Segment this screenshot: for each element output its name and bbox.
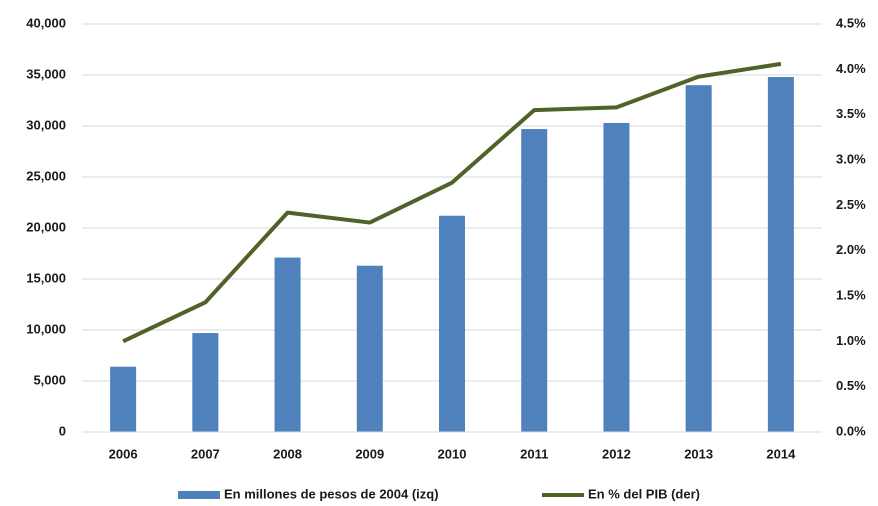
y2-tick-label: 3.0% bbox=[836, 151, 866, 166]
legend-label: En % del PIB (der) bbox=[588, 486, 700, 501]
y-tick-label: 20,000 bbox=[26, 219, 66, 234]
y-tick-label: 0 bbox=[59, 423, 66, 438]
y2-tick-label: 0.0% bbox=[836, 423, 866, 438]
x-tick-label: 2013 bbox=[684, 446, 713, 461]
legend-label: En millones de pesos de 2004 (izq) bbox=[224, 486, 439, 501]
x-tick-label: 2010 bbox=[438, 446, 467, 461]
y2-tick-label: 4.0% bbox=[836, 61, 866, 76]
x-tick-label: 2007 bbox=[191, 446, 220, 461]
y-tick-label: 15,000 bbox=[26, 270, 66, 285]
line bbox=[122, 61, 782, 344]
y-tick-label: 35,000 bbox=[26, 66, 66, 81]
y-tick-label: 25,000 bbox=[26, 168, 66, 183]
bar bbox=[110, 366, 137, 432]
bar bbox=[439, 215, 465, 432]
x-tick-label: 2008 bbox=[273, 446, 302, 461]
y2-tick-label: 1.0% bbox=[836, 333, 866, 348]
x-tick-label: 2009 bbox=[355, 446, 384, 461]
x-tick-label: 2012 bbox=[602, 446, 631, 461]
bar bbox=[767, 77, 794, 432]
x-tick-label: 2006 bbox=[109, 446, 138, 461]
y-tick-label: 40,000 bbox=[26, 15, 66, 30]
bar bbox=[192, 333, 219, 432]
y2-tick-label: 0.5% bbox=[836, 378, 866, 393]
y-tick-label: 30,000 bbox=[26, 117, 66, 132]
bar bbox=[685, 85, 712, 432]
bar bbox=[521, 129, 548, 432]
y-tick-label: 10,000 bbox=[26, 321, 66, 336]
y2-tick-label: 2.5% bbox=[836, 197, 866, 212]
y2-tick-label: 2.0% bbox=[836, 242, 866, 257]
bar bbox=[274, 257, 301, 432]
bar bbox=[603, 122, 630, 432]
x-tick-label: 2011 bbox=[520, 446, 548, 461]
y-tick-label: 5,000 bbox=[33, 372, 66, 387]
legend-swatch bbox=[178, 491, 220, 499]
x-tick-label: 2014 bbox=[766, 446, 796, 461]
bar bbox=[356, 265, 383, 432]
y2-tick-label: 3.5% bbox=[836, 106, 866, 121]
y2-tick-label: 4.5% bbox=[836, 15, 866, 30]
y2-tick-label: 1.5% bbox=[836, 287, 866, 302]
